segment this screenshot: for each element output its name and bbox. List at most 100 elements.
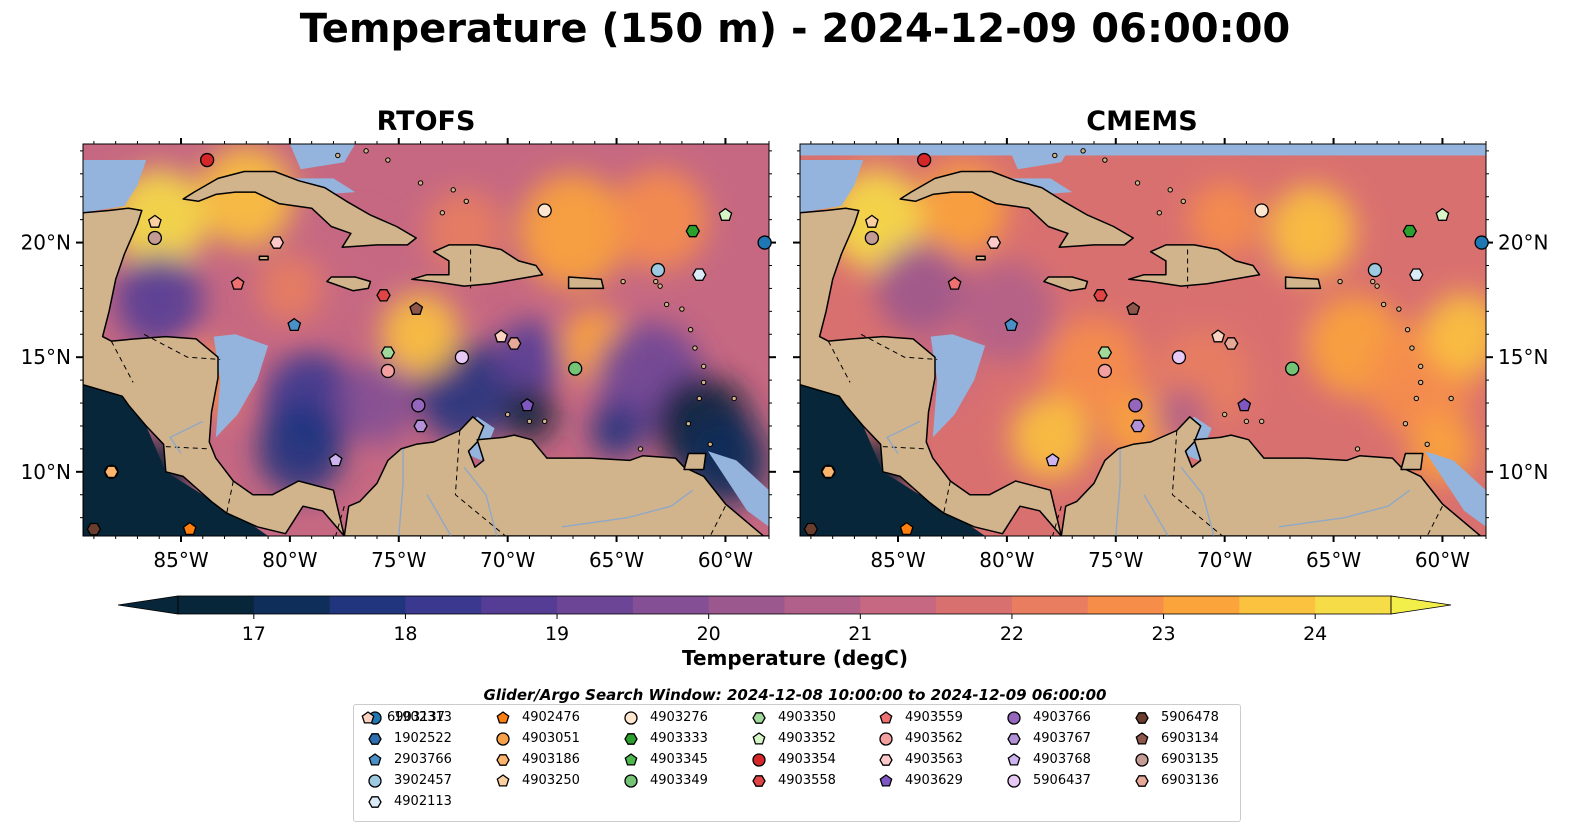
small-island xyxy=(731,395,737,402)
river xyxy=(463,466,498,536)
float-marker-4903333 xyxy=(1402,224,1418,238)
float-marker-4903767 xyxy=(413,419,428,433)
small-island xyxy=(696,395,703,402)
small-island xyxy=(385,157,391,163)
float-marker-4903250 xyxy=(864,214,879,228)
river xyxy=(426,494,452,536)
x-tick-label: 80°W xyxy=(979,548,1034,572)
legend-marker xyxy=(752,712,766,724)
x-tick-label: 70°W xyxy=(480,548,535,572)
legend-label: 5906437 xyxy=(1033,773,1091,788)
colorbar-tick-label: 24 xyxy=(1303,623,1327,645)
land-cuba xyxy=(899,170,1134,248)
border-line xyxy=(1171,430,1223,536)
legend-label: 1902313 xyxy=(394,710,452,725)
land-trinidad xyxy=(683,452,707,471)
colorbar-segment xyxy=(405,596,482,614)
legend-marker xyxy=(496,732,510,746)
small-island xyxy=(450,187,456,193)
land-caymans xyxy=(258,255,269,261)
legend-label: 4903333 xyxy=(650,731,708,746)
border-line xyxy=(882,446,927,450)
legend-marker xyxy=(1135,712,1149,724)
legend-label: 5906478 xyxy=(1161,710,1219,725)
border-line xyxy=(827,340,851,383)
small-island xyxy=(541,418,548,425)
small-island xyxy=(1404,326,1411,333)
legend-marker-icon xyxy=(368,796,382,808)
river xyxy=(169,420,204,454)
float-marker-4903768 xyxy=(1045,453,1060,467)
legend-label: 4903766 xyxy=(1033,710,1091,725)
legend-marker xyxy=(752,753,766,767)
x-tick-label: 65°W xyxy=(589,548,644,572)
nicaragua-shelf xyxy=(213,334,269,438)
small-island xyxy=(700,379,707,386)
small-island xyxy=(1448,395,1454,402)
legend-label: 4903562 xyxy=(905,731,963,746)
small-island xyxy=(692,345,698,351)
figure-title: Temperature (150 m) - 2024-12-09 06:00:0… xyxy=(299,6,1291,52)
border-line xyxy=(1426,505,1443,536)
colorbar-tick-label: 22 xyxy=(1000,623,1024,645)
small-island xyxy=(620,278,626,285)
legend-label: 4903276 xyxy=(650,710,708,725)
float-marker-3902457 xyxy=(1367,262,1383,278)
land-trinidad xyxy=(1400,452,1424,471)
border-line xyxy=(943,480,951,514)
colorbar-segment xyxy=(860,596,937,614)
legend-marker-icon xyxy=(624,753,638,766)
land-puertoRico xyxy=(1284,276,1322,290)
y-tick-label: 10°N xyxy=(1498,460,1548,484)
colorbar-segment xyxy=(632,596,710,614)
legend-label: 4902476 xyxy=(522,710,580,725)
float-marker-4903562 xyxy=(1097,363,1113,379)
legend-marker xyxy=(1007,733,1021,745)
legend-marker-icon xyxy=(624,711,638,725)
legend-marker-icon xyxy=(1007,774,1021,788)
legend-label: 4903558 xyxy=(778,773,836,788)
colorbar-segment xyxy=(557,596,634,614)
float-marker-6903134 xyxy=(409,301,424,315)
colorbar-tick-label: 18 xyxy=(393,623,417,645)
float-marker-6903137 xyxy=(1211,329,1226,343)
float-marker-6903136 xyxy=(1223,337,1239,350)
small-island xyxy=(657,283,663,289)
small-island xyxy=(653,278,659,285)
float-markers xyxy=(803,152,1489,536)
x-tick-label: 60°W xyxy=(698,548,753,572)
float-marker-4903352 xyxy=(1435,207,1450,221)
float-marker-6903135 xyxy=(864,230,880,246)
float-marker-4903352 xyxy=(718,207,733,221)
float-legend: 1902313 1902522 2903766 3902457 4902113 49024… xyxy=(353,704,1241,822)
small-island xyxy=(1337,278,1343,285)
legend-marker-icon xyxy=(496,774,510,787)
float-marker-4903333 xyxy=(685,224,701,238)
pacific-water xyxy=(800,384,986,536)
yucatan-shelf xyxy=(83,160,147,213)
small-island xyxy=(1354,446,1361,452)
colorbar-segment xyxy=(1239,596,1316,614)
float-marker-4903354 xyxy=(916,152,932,168)
float-marker-4903629 xyxy=(1237,397,1252,412)
small-island xyxy=(1243,418,1250,425)
colorbar-segment xyxy=(784,596,861,614)
legend-marker xyxy=(624,733,638,745)
x-tick-label: 60°W xyxy=(1415,548,1470,572)
legend-marker-icon xyxy=(752,732,766,745)
yucatan-shelf xyxy=(800,160,864,213)
float-marker-2903766 xyxy=(287,317,302,332)
river xyxy=(1180,466,1215,536)
small-island xyxy=(463,198,469,205)
legend-marker-icon xyxy=(752,712,766,724)
y-tick-label: 20°N xyxy=(21,231,71,255)
float-marker-4903558 xyxy=(1093,289,1108,302)
small-island xyxy=(707,441,713,448)
cmems-map: 85°W 80°W 75°W 70°W 65°W 60°W 10°N 15°N 20°N xyxy=(793,138,1548,572)
small-island xyxy=(1402,420,1409,427)
legend-marker xyxy=(752,775,766,787)
colorbar-label: Temperature (degC) xyxy=(682,646,908,670)
legend-marker-icon xyxy=(1135,753,1149,767)
legend-label: 4902113 xyxy=(394,794,452,809)
legend-label: 4903349 xyxy=(650,773,708,788)
